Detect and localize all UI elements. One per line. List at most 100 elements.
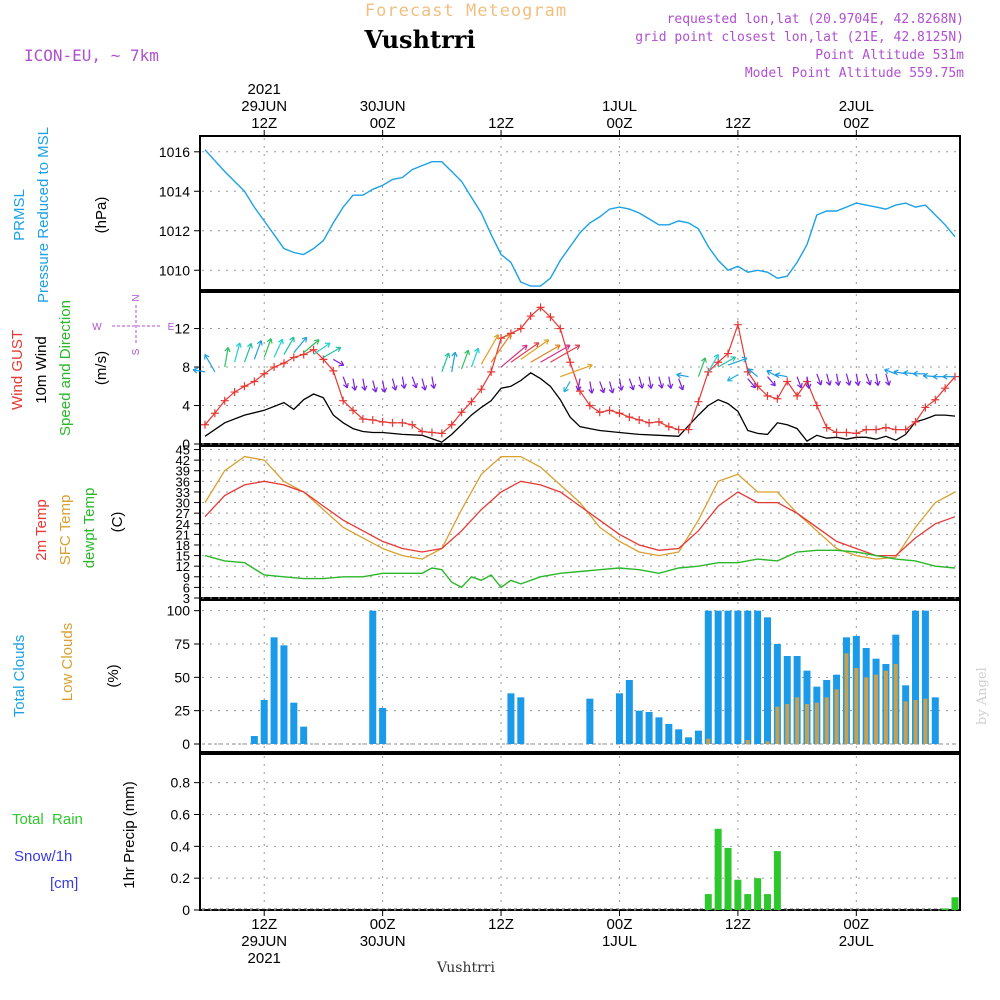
wind-gust-marker: [585, 401, 594, 410]
low-cloud-bar: [923, 698, 928, 744]
low-cloud-bar: [854, 668, 859, 744]
wind-vector: [480, 334, 500, 365]
wind-vector-shaft: [550, 344, 581, 363]
total-cloud-bar: [517, 697, 525, 744]
meteogram-subtitle: Forecast Meteogram: [365, 1, 567, 21]
wind-vector-shaft: [480, 334, 499, 365]
precip-tick-label: 0.6: [171, 806, 191, 822]
wind-vector-head: [770, 380, 776, 387]
clouds-frame: [199, 599, 961, 753]
wind-vector-shaft: [303, 339, 320, 354]
pressure-label-long: Pressure Reduced to MSL: [35, 127, 52, 303]
wind-gust-marker: [289, 353, 298, 362]
wind-gust-marker: [822, 423, 831, 432]
top-time-label: 00Z: [607, 115, 633, 132]
wind-vector-head: [629, 384, 635, 391]
top-time-label: 00Z: [843, 115, 869, 132]
wind-gust-marker: [358, 414, 367, 423]
bottom-time-label: 2021: [248, 950, 281, 967]
wind-vector-shaft: [421, 378, 426, 391]
wind-vector: [421, 378, 428, 391]
wind-vector-head: [430, 383, 437, 389]
wind-vector-head: [588, 388, 595, 394]
wind-gust-marker: [437, 429, 446, 438]
wind-vector-head: [885, 380, 891, 386]
temp-tick-label: 30: [176, 496, 190, 511]
wind-gust-marker: [941, 384, 950, 393]
wind-gust-marker: [487, 367, 496, 376]
wind-gust-marker: [773, 394, 782, 403]
wind-gust-marker: [427, 428, 436, 437]
wind-vector: [273, 338, 284, 358]
wind-vector-head: [338, 360, 345, 367]
wind-vector: [766, 369, 778, 378]
wind-gust-marker: [250, 377, 259, 386]
wind-vector-shaft: [500, 344, 528, 368]
wind-vector-shaft: [767, 376, 776, 387]
wind-gust-marker: [664, 422, 673, 431]
low-cloud-bar: [765, 741, 770, 744]
low-cloud-bar: [874, 674, 879, 744]
wind-compass: N W E S: [92, 294, 174, 355]
wind-vector-shaft: [243, 343, 252, 363]
temp-frame: [199, 445, 961, 599]
wind-vector-head: [235, 342, 242, 348]
temp-tick-label: 18: [176, 538, 190, 553]
temp-tick-label: 12: [176, 559, 190, 574]
bottom-time-label: 12Z: [725, 916, 751, 933]
wind-vector-head: [922, 372, 929, 380]
wind-vector-head: [747, 368, 754, 374]
wind-vector-head: [816, 380, 823, 386]
wind-vector-head: [587, 363, 593, 370]
precip-bar: [734, 879, 742, 910]
temp-tick-label: 3: [183, 591, 190, 606]
compass-north: N: [131, 294, 142, 301]
top-time-label: 00Z: [370, 115, 396, 132]
wind-vector-head: [493, 334, 500, 340]
precip-tick-label: 0.8: [171, 775, 191, 791]
wind-vector-head: [444, 352, 451, 359]
wind-vector-head: [505, 333, 512, 340]
total-cloud-bar: [764, 617, 771, 744]
wind-gust-marker: [388, 418, 397, 427]
wind-gust-marker: [536, 303, 545, 312]
low-cloud-bar: [913, 700, 918, 744]
top-time-label: 29JUN: [241, 98, 287, 115]
wind-vector: [874, 373, 881, 386]
pressure-unit: (hPa): [93, 197, 110, 234]
wind-vector: [500, 344, 528, 368]
wind-gust-marker: [694, 397, 703, 406]
wind-vector-shaft: [884, 369, 896, 375]
wind-vector-head: [533, 342, 540, 348]
wind-vector: [351, 378, 358, 391]
wind-vector-shaft: [589, 381, 593, 394]
temp-tick-label: 6: [183, 580, 190, 595]
wind-vector: [854, 373, 861, 386]
wind-vector: [676, 372, 689, 379]
wind-vector-head: [676, 372, 682, 379]
wind-gust-marker: [862, 425, 871, 434]
low-cloud-bar: [745, 740, 750, 744]
wind-vector-shaft: [577, 378, 581, 391]
wind-speed-dir-label: Speed and Direction: [57, 300, 74, 436]
wind-vector-shaft: [401, 376, 406, 389]
low-cloud-bar: [903, 701, 908, 744]
wind-vector-shaft: [510, 342, 540, 363]
wind-tick-label: 12: [174, 321, 190, 337]
wind-vector-shaft: [835, 373, 840, 386]
wind-vector-head: [371, 387, 378, 393]
wind-vector: [727, 356, 748, 366]
wind-tick-label: 4: [182, 398, 190, 414]
wind-vector: [617, 378, 624, 391]
wind-vector: [361, 378, 368, 391]
pressure-panel: [199, 135, 961, 291]
wind-gust-marker: [724, 349, 733, 358]
wind-vector-shaft: [816, 373, 822, 386]
wind-vector-head: [913, 370, 918, 377]
wind-vector-head: [617, 385, 624, 391]
wind-vector-shaft: [352, 378, 356, 391]
wind-vector: [575, 378, 582, 391]
low-cloud-bar: [785, 704, 790, 744]
wind-vector-head: [678, 384, 685, 391]
total-cloud-bar: [625, 680, 633, 744]
